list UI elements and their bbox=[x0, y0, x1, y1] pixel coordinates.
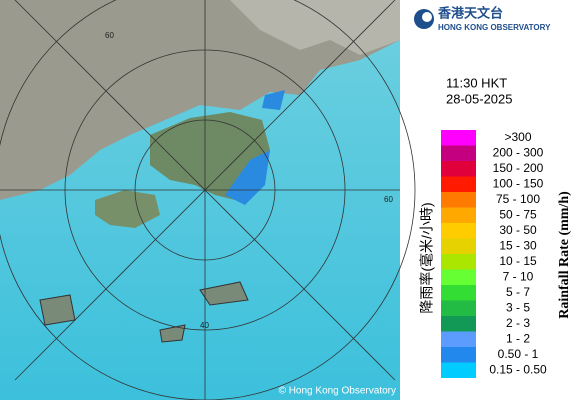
legend-label: 0.50 - 1 bbox=[498, 347, 539, 361]
legend-swatch bbox=[441, 331, 476, 347]
legend-swatch bbox=[441, 207, 476, 223]
legend-swatch bbox=[441, 192, 476, 208]
legend-label: 7 - 10 bbox=[503, 269, 534, 283]
ring-label: 40 bbox=[200, 321, 209, 330]
legend-label: 3 - 5 bbox=[506, 300, 530, 314]
legend-swatch bbox=[441, 238, 476, 254]
legend-label: 30 - 50 bbox=[499, 223, 537, 237]
legend-label: 150 - 200 bbox=[493, 161, 544, 175]
legend-swatch bbox=[441, 130, 476, 146]
rain-cell bbox=[262, 90, 285, 110]
title-en: HONG KONG OBSERVATORY bbox=[438, 23, 551, 32]
legend-title-en: Rainfall Rate (mm/h) bbox=[557, 191, 572, 319]
legend-label: 2 - 3 bbox=[506, 316, 530, 330]
legend-swatch bbox=[441, 145, 476, 161]
legend-label: 1 - 2 bbox=[506, 331, 530, 345]
map: 60 60 40 © Hong Kong Observatory bbox=[0, 0, 416, 401]
lantau bbox=[95, 190, 160, 228]
legend-label: >300 bbox=[504, 130, 531, 144]
legend-swatch bbox=[441, 347, 476, 363]
legend-swatch bbox=[441, 285, 476, 301]
legend-swatch bbox=[441, 316, 476, 332]
ring-label: 60 bbox=[384, 195, 393, 204]
legend-swatch bbox=[441, 223, 476, 239]
island bbox=[159, 324, 186, 343]
ring-label: 60 bbox=[105, 31, 114, 40]
legend-label: 75 - 100 bbox=[496, 192, 540, 206]
cloud bbox=[230, 0, 400, 55]
legend-title-zh: 降雨率(毫米/小時) bbox=[419, 202, 435, 313]
legend-swatch bbox=[441, 254, 476, 270]
legend-label: 15 - 30 bbox=[499, 238, 537, 252]
island bbox=[39, 294, 76, 326]
legend-label: 0.15 - 0.50 bbox=[489, 362, 547, 376]
title-zh: 香港天文台 bbox=[437, 5, 503, 20]
copyright: © Hong Kong Observatory bbox=[279, 386, 396, 397]
legend-swatch bbox=[441, 362, 476, 378]
legend-label: 50 - 75 bbox=[499, 207, 537, 221]
legend-label: 100 - 150 bbox=[493, 176, 544, 190]
legend-label: 200 - 300 bbox=[493, 145, 544, 159]
legend-label: 10 - 15 bbox=[499, 254, 537, 268]
date: 28-05-2025 bbox=[446, 91, 513, 106]
rain-cell bbox=[225, 150, 270, 205]
legend-swatch bbox=[441, 269, 476, 285]
logo: 香港天文台 HONG KONG OBSERVATORY bbox=[414, 5, 551, 32]
legend-swatch bbox=[441, 176, 476, 192]
legend-swatch bbox=[441, 300, 476, 316]
logo-icon bbox=[422, 12, 432, 22]
legend-label: 5 - 7 bbox=[506, 285, 530, 299]
legend-swatch bbox=[441, 161, 476, 177]
time: 11:30 HKT bbox=[446, 75, 507, 90]
island bbox=[199, 281, 249, 306]
